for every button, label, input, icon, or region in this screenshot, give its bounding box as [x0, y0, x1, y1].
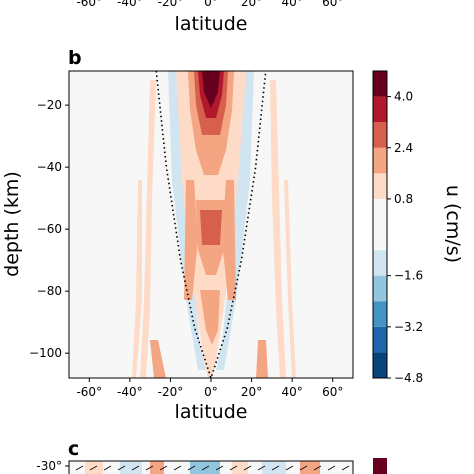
- x-tick-label: 60°: [322, 385, 343, 399]
- contour-band-wing: [284, 180, 296, 378]
- quiver-arrow: [131, 465, 140, 471]
- x-axis-label: latitude: [175, 401, 248, 423]
- quiver-arrow: [243, 465, 252, 471]
- colorbar-segment: [373, 198, 387, 251]
- quiver-arrow: [145, 465, 154, 471]
- y-axis-ticks: −20 −40 −60 −80 −100: [29, 98, 69, 360]
- panel-c-frame: [68, 460, 354, 474]
- quiver-arrow: [103, 465, 112, 471]
- top-tick-label: 40°: [282, 0, 303, 9]
- colorbar-segment: [373, 250, 387, 276]
- quiver-arrow: [341, 465, 350, 471]
- contour-band-deep-3: [200, 290, 220, 345]
- y-axis-label: depth (km): [1, 171, 23, 277]
- quiver-arrow: [75, 465, 84, 471]
- colorbar-tick-label: 4.0: [394, 90, 413, 104]
- colorbar-segment: [373, 147, 387, 174]
- top-tick-label: -20°: [158, 0, 184, 9]
- quiver-arrow: [299, 465, 308, 471]
- x-axis-ticks: -60° -40° -20° 0° 20° 40° 60°: [76, 378, 343, 399]
- panel-label-c: c: [68, 438, 79, 460]
- contour-band-deep-2: [200, 210, 222, 245]
- colorbar-tick-label: 2.4: [394, 141, 413, 155]
- y-tick-label: −40: [37, 160, 62, 174]
- top-tick-label: -60°: [76, 0, 102, 9]
- panel-c-field: [69, 461, 353, 474]
- x-tick-label: 0°: [204, 385, 218, 399]
- top-tick-label: -40°: [117, 0, 143, 9]
- quiver-arrow: [327, 465, 336, 471]
- y-tick-label: −100: [29, 346, 62, 360]
- top-xlabel: latitude: [175, 13, 248, 35]
- x-tick-label: 40°: [282, 385, 303, 399]
- colorbar-segment: [373, 275, 387, 302]
- quiver-arrow: [117, 465, 126, 471]
- panel-c-colorbar: [373, 458, 387, 474]
- x-tick-label: -40°: [117, 385, 143, 399]
- colorbar: 4.0 2.4 0.8 −1.6 −3.2 −4.8: [372, 70, 423, 385]
- x-tick-label: -60°: [76, 385, 102, 399]
- x-tick-label: -20°: [158, 385, 184, 399]
- quiver-arrow: [271, 465, 280, 471]
- contour-fills: [132, 71, 296, 378]
- contour-band-lobe: [184, 180, 198, 300]
- contour-band-wing: [132, 180, 142, 378]
- quiver-arrow: [285, 465, 294, 471]
- top-tick-label: 0°: [204, 0, 218, 9]
- quiver-arrow: [229, 465, 238, 471]
- y-tick-label: −20: [37, 98, 62, 112]
- colorbar-segment: [373, 352, 387, 378]
- contour-band-lobe: [256, 340, 268, 378]
- top-tick-labels: -60° -40° -20° 0° 20° 40° 60°: [76, 0, 343, 9]
- contour-band-core-5: [202, 71, 220, 108]
- x-tick-label: 20°: [241, 385, 262, 399]
- colorbar-segment: [373, 122, 387, 148]
- quiver-arrow: [89, 465, 98, 471]
- contour-band-edge-right: [216, 71, 254, 370]
- colorbar-segment: [373, 71, 387, 97]
- colorbar-segment: [373, 301, 387, 327]
- colorbar-tick-label: −3.2: [394, 320, 423, 334]
- colorbar-tick-label: −1.6: [394, 269, 423, 283]
- panel-c: c -30°: [36, 438, 387, 474]
- colorbar-segment: [373, 173, 387, 199]
- quiver-arrow: [201, 465, 210, 471]
- contour-band-wing: [140, 80, 156, 378]
- contour-band-lobe: [150, 340, 166, 378]
- top-tick-label: 20°: [241, 0, 262, 9]
- quiver-arrow: [159, 465, 168, 471]
- panel-b: b -60° -40° -20° 0° 20° 40° 60° −20 −40 −60 −80 −1…: [1, 47, 464, 423]
- quiver-arrow: [257, 465, 266, 471]
- colorbar-tick-label: 0.8: [394, 192, 413, 206]
- colorbar-segment: [373, 326, 387, 353]
- quiver-arrow: [173, 465, 182, 471]
- colorbar-tick-label: −4.8: [394, 371, 423, 385]
- quiver-arrow: [313, 465, 322, 471]
- colorbar-segment: [373, 96, 387, 123]
- top-strip: -60° -40° -20° 0° 20° 40° 60° latitude: [76, 0, 343, 35]
- y-tick-label: −60: [37, 222, 62, 236]
- top-tick-label: 60°: [322, 0, 343, 9]
- panel-label-b: b: [68, 47, 82, 69]
- contour-band-wing: [270, 80, 286, 378]
- colorbar-label: u (cm/s): [442, 185, 464, 263]
- y-tick-label: −80: [37, 284, 62, 298]
- quiver-arrow: [187, 465, 196, 471]
- quiver-arrow: [215, 465, 224, 471]
- panel-c-ytick: -30°: [36, 459, 62, 473]
